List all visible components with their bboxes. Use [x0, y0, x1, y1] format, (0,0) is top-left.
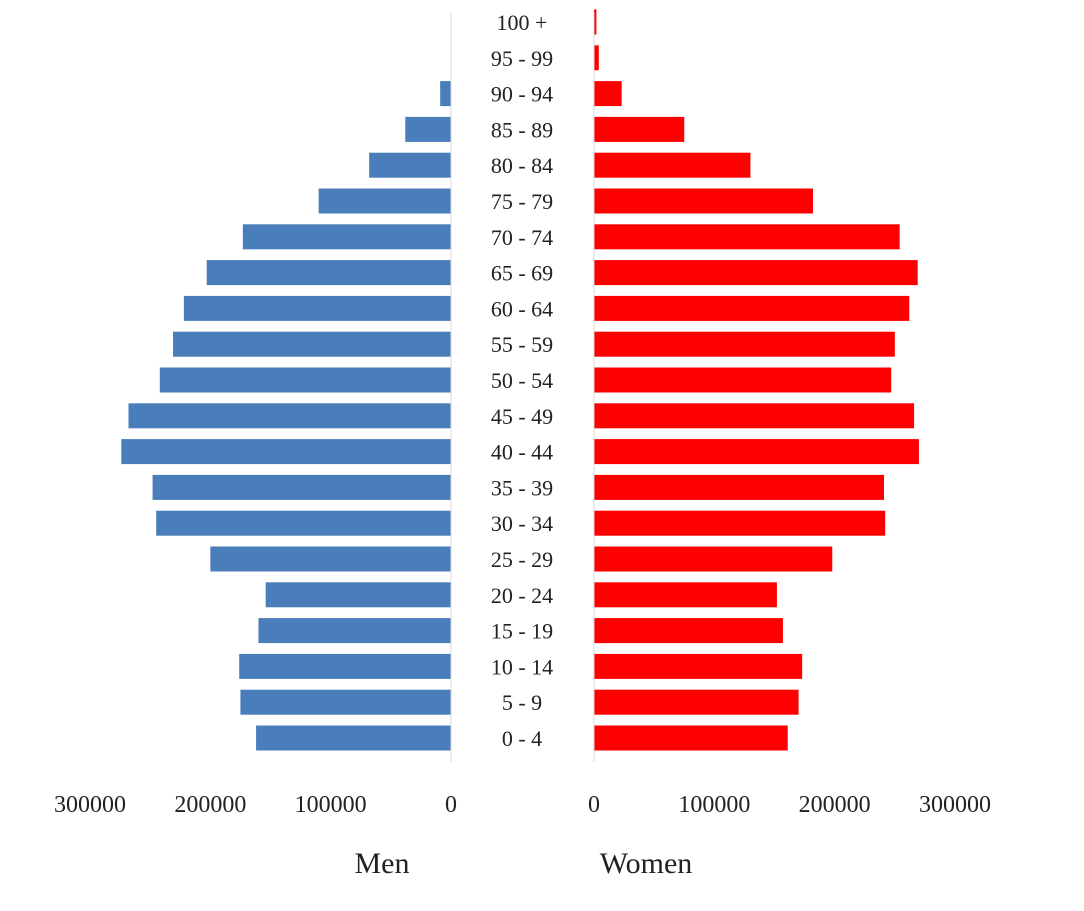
- age-group-label: 65 - 69: [491, 261, 553, 286]
- women-bar: [594, 653, 803, 679]
- men-bar: [210, 546, 451, 572]
- women-bar: [594, 546, 833, 572]
- men-bar: [265, 582, 451, 608]
- age-group-label: 35 - 39: [491, 475, 553, 500]
- age-group-labels: 0 - 4 5 - 9 10 - 14 15 - 19 20 - 24 25 - 29 30…: [491, 10, 553, 751]
- women-bar: [594, 188, 814, 214]
- age-group-label: 20 - 24: [491, 583, 553, 608]
- age-group-label: 60 - 64: [491, 296, 553, 321]
- age-group-label: 15 - 19: [491, 619, 553, 644]
- men-x-tick-label: 0: [445, 792, 457, 818]
- women-bar: [594, 725, 788, 751]
- men-bar: [256, 725, 451, 751]
- men-bar: [440, 81, 451, 107]
- men-bar: [156, 510, 451, 536]
- women-bar: [594, 81, 622, 107]
- women-bar: [594, 116, 685, 142]
- age-group-label: 75 - 79: [491, 189, 553, 214]
- men-axis-ticks: 300000 200000 100000 0: [54, 792, 457, 818]
- age-group-label: 30 - 34: [491, 511, 553, 536]
- age-group-label: 0 - 4: [502, 726, 542, 751]
- men-bar: [183, 295, 452, 321]
- age-group-label: 40 - 44: [491, 440, 553, 465]
- men-bar: [159, 367, 451, 393]
- women-bar: [594, 9, 597, 35]
- women-axis-title: Women: [600, 847, 693, 880]
- women-bar: [594, 403, 915, 429]
- men-bars: [121, 81, 452, 751]
- men-x-tick-label: 100000: [295, 792, 367, 818]
- men-bar: [173, 331, 451, 357]
- women-bar: [594, 45, 599, 71]
- women-bar: [594, 618, 783, 644]
- men-x-tick-label: 200000: [174, 792, 246, 818]
- men-bar: [239, 653, 451, 679]
- women-bar: [594, 224, 900, 250]
- women-x-tick-label: 100000: [678, 792, 750, 818]
- age-group-label: 90 - 94: [491, 82, 553, 107]
- women-bar: [594, 367, 892, 393]
- men-bar: [121, 439, 451, 465]
- age-group-label: 55 - 59: [491, 332, 553, 357]
- women-bar: [594, 152, 751, 178]
- men-bar: [242, 224, 451, 250]
- men-axis-title: Men: [355, 847, 410, 880]
- women-x-tick-label: 200000: [799, 792, 871, 818]
- age-group-label: 45 - 49: [491, 404, 553, 429]
- men-bar: [369, 152, 451, 178]
- age-group-label: 10 - 14: [491, 654, 553, 679]
- women-bar: [594, 474, 885, 500]
- age-group-label: 85 - 89: [491, 117, 553, 142]
- women-x-tick-label: 0: [588, 792, 600, 818]
- age-group-label: 5 - 9: [502, 690, 542, 715]
- men-bar: [318, 188, 451, 214]
- men-x-tick-label: 300000: [54, 792, 126, 818]
- age-group-label: 50 - 54: [491, 368, 553, 393]
- age-group-label: 70 - 74: [491, 225, 553, 250]
- women-bar: [594, 331, 895, 357]
- women-bar: [594, 689, 799, 715]
- men-bar: [128, 403, 452, 429]
- men-bar: [240, 689, 451, 715]
- age-group-label: 100 +: [497, 10, 548, 35]
- women-axis-ticks: 0 100000 200000 300000: [588, 792, 991, 818]
- women-bar: [594, 582, 777, 608]
- women-bar: [594, 260, 918, 286]
- women-bar: [594, 439, 919, 465]
- women-x-tick-label: 300000: [919, 792, 991, 818]
- women-bar: [594, 295, 910, 321]
- men-bar: [152, 474, 451, 500]
- age-group-label: 80 - 84: [491, 153, 553, 178]
- men-bar: [258, 618, 451, 644]
- women-bar: [594, 510, 886, 536]
- age-group-label: 95 - 99: [491, 46, 553, 71]
- men-bar: [206, 260, 451, 286]
- men-bar: [405, 116, 451, 142]
- age-group-label: 25 - 29: [491, 547, 553, 572]
- women-bars: [594, 9, 919, 751]
